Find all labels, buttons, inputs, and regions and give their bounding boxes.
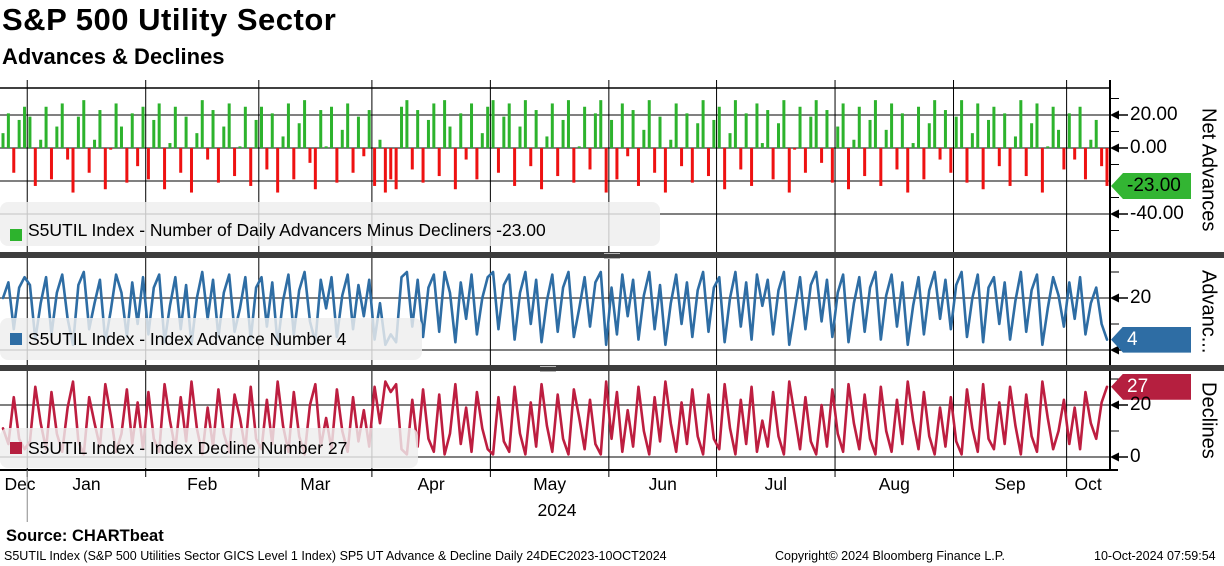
axis-title-advances: Advanc...: [1197, 269, 1220, 354]
x-axis-month-label: Mar: [300, 474, 331, 494]
legend-label: S5UTIL Index - Number of Daily Advancers…: [28, 220, 546, 240]
legend-label: S5UTIL Index - Index Advance Number 4: [28, 328, 347, 349]
footnote-copyright: Copyright© 2024 Bloomberg Finance L.P.: [775, 549, 1005, 563]
x-axis-month-label: Sep: [994, 474, 1026, 494]
footnote-timestamp: 10-Oct-2024 07:59:54: [1094, 549, 1216, 563]
panel-separator: [0, 365, 1224, 372]
last-value-tag-advances: 4: [1111, 326, 1191, 353]
footnote-description: S5UTIL Index (S&P 500 Utilities Sector G…: [4, 549, 667, 563]
axis-title-declines: Declines: [1197, 382, 1220, 459]
last-value-tag-net: -23.00: [1111, 172, 1191, 199]
axis-tick-label: 0.00: [1130, 137, 1167, 158]
panel-resize-handle-icon[interactable]: [540, 366, 556, 372]
source-label: Source: CHARTbeat: [6, 527, 164, 545]
panel-separator: [0, 252, 1224, 259]
legend-label: S5UTIL Index - Index Decline Number 27: [28, 437, 348, 458]
legend-decline-number[interactable]: S5UTIL Index - Index Decline Number 27: [0, 428, 418, 468]
panel-resize-handle-icon[interactable]: [604, 253, 620, 259]
last-value-tag-declines: 27: [1111, 373, 1191, 400]
x-axis-month-label: May: [533, 474, 567, 494]
legend-swatch-icon: [10, 442, 22, 454]
x-axis-month-label: Jan: [72, 474, 101, 494]
axis-tick-label: -40.00: [1130, 203, 1184, 224]
axis-tick-label: 0: [1130, 446, 1141, 467]
page-subtitle: Advances & Declines: [2, 44, 225, 69]
axis-tick-label: 20: [1130, 287, 1152, 308]
x-axis-month-label: Jul: [764, 474, 787, 494]
legend-advance-number[interactable]: S5UTIL Index - Index Advance Number 4: [0, 318, 422, 360]
axis-tick-label: 20: [1130, 394, 1152, 415]
x-axis-year-label: 2024: [537, 500, 577, 520]
legend-net-advances[interactable]: S5UTIL Index - Number of Daily Advancers…: [0, 202, 660, 246]
legend-swatch-icon: [10, 229, 22, 241]
axis-tick-label: 20.00: [1130, 104, 1178, 125]
x-axis-month-label: Feb: [187, 474, 218, 494]
x-axis-month-label: Jun: [648, 474, 677, 494]
axis-title-net-advances: Net Advances: [1197, 108, 1220, 232]
legend-swatch-icon: [10, 333, 22, 345]
x-axis-month-label: Oct: [1074, 474, 1102, 494]
x-axis-month-label: Apr: [417, 474, 445, 494]
page-title: S&P 500 Utility Sector: [2, 2, 337, 37]
x-axis-month-label: Dec: [4, 474, 36, 494]
x-axis-month-label: Aug: [878, 474, 910, 494]
